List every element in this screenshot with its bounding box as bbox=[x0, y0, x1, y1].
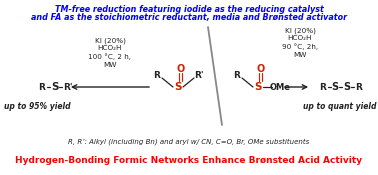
Text: R': R' bbox=[194, 71, 204, 79]
Text: S: S bbox=[174, 82, 182, 92]
Text: KI (20%)
HCO₂H
100 °C, 2 h,
MW: KI (20%) HCO₂H 100 °C, 2 h, MW bbox=[88, 37, 132, 68]
Text: KI (20%)
HCO₂H
90 °C, 2h,
MW: KI (20%) HCO₂H 90 °C, 2h, MW bbox=[282, 27, 318, 58]
Text: OMe: OMe bbox=[270, 82, 291, 92]
Text: S: S bbox=[343, 82, 350, 92]
Text: TM-free reduction featuring iodide as the reducing catalyst: TM-free reduction featuring iodide as th… bbox=[54, 5, 324, 14]
Text: up to quant yield: up to quant yield bbox=[303, 102, 377, 111]
Text: R': R' bbox=[63, 82, 73, 92]
Text: O: O bbox=[256, 64, 264, 74]
Text: and FA as the stoichiometric reductant, media and Brønsted activator: and FA as the stoichiometric reductant, … bbox=[31, 13, 347, 22]
Text: R: R bbox=[39, 82, 45, 92]
Text: R: R bbox=[153, 71, 160, 79]
Text: R, R’: Alkyl (including Bn) and aryl w/ CN, C=O, Br, OMe substituents: R, R’: Alkyl (including Bn) and aryl w/ … bbox=[68, 138, 310, 145]
Text: S: S bbox=[51, 82, 59, 92]
Text: O: O bbox=[176, 64, 184, 74]
Text: R: R bbox=[319, 82, 327, 92]
Text: S: S bbox=[254, 82, 262, 92]
Text: Hydrogen-Bonding Formic Networks Enhance Brønsted Acid Activity: Hydrogen-Bonding Formic Networks Enhance… bbox=[15, 156, 363, 165]
Text: up to 95% yield: up to 95% yield bbox=[4, 102, 71, 111]
Text: S: S bbox=[332, 82, 339, 92]
Text: R: R bbox=[234, 71, 240, 79]
Text: R: R bbox=[356, 82, 363, 92]
